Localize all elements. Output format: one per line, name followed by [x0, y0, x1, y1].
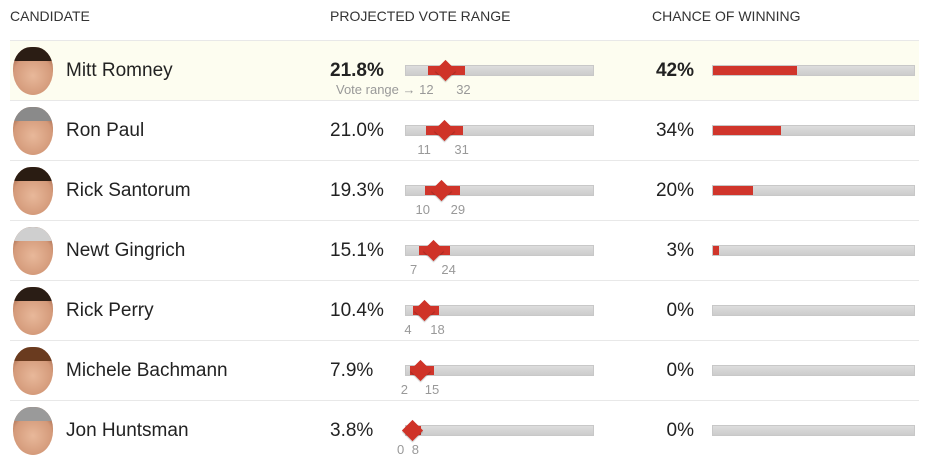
chance-fill — [713, 246, 720, 255]
chance-of-winning: 42% — [655, 60, 694, 81]
range-high: 24 — [441, 262, 456, 277]
candidate-row: Jon Huntsman 3.8% 0 8 0% — [10, 400, 919, 460]
range-high: 8 — [411, 442, 420, 457]
vote-range-bar — [405, 359, 594, 382]
projected-vote: 21.0% — [330, 120, 384, 141]
chance-bar — [712, 425, 915, 436]
projected-vote-marker — [435, 59, 457, 82]
range-high: 31 — [454, 142, 469, 157]
range-low: 2 — [400, 382, 408, 397]
vote-range-label: Vote range → 12 — [336, 82, 434, 97]
chance-bar — [712, 305, 915, 316]
range-high: 29 — [450, 202, 466, 217]
candidate-name: Jon Huntsman — [66, 420, 189, 441]
header-vote-range: PROJECTED VOTE RANGE — [330, 8, 511, 24]
candidate-photo — [13, 287, 53, 335]
projected-vote: 21.8% — [330, 60, 384, 81]
projected-vote-marker — [414, 299, 436, 322]
vote-range-bar — [405, 179, 594, 202]
candidate-photo — [13, 407, 53, 455]
vote-range-bar — [405, 59, 594, 82]
candidate-name: Rick Santorum — [66, 180, 191, 201]
chance-of-winning: 0% — [666, 300, 694, 321]
candidate-name: Mitt Romney — [66, 60, 173, 81]
candidate-photo — [13, 47, 53, 95]
projected-vote: 7.9% — [330, 360, 374, 381]
candidate-row: Ron Paul 21.0% 11 31 34% — [10, 100, 919, 160]
range-low: 7 — [409, 262, 418, 277]
chance-of-winning: 0% — [666, 360, 694, 381]
candidate-name: Ron Paul — [66, 120, 145, 141]
candidate-photo — [13, 167, 53, 215]
range-low: 11 — [417, 142, 431, 157]
chance-fill — [713, 126, 782, 135]
chance-fill — [713, 186, 754, 195]
chance-bar — [712, 185, 915, 196]
range-high: 15 — [424, 382, 440, 397]
projected-vote: 15.1% — [330, 240, 384, 261]
projected-vote: 10.4% — [330, 300, 384, 321]
chance-of-winning: 34% — [655, 120, 694, 141]
header-chance: CHANCE OF WINNING — [652, 8, 801, 24]
candidate-row: Michele Bachmann 7.9% 2 15 0% — [10, 340, 919, 400]
projected-vote-marker — [401, 419, 424, 442]
range-high: 18 — [430, 322, 445, 337]
chance-bar — [712, 125, 915, 136]
projected-vote-marker — [409, 359, 431, 382]
projected-vote-marker — [422, 239, 445, 262]
projected-vote-marker — [430, 179, 452, 202]
candidate-photo — [13, 107, 53, 155]
range-low: 10 — [415, 202, 430, 217]
chance-of-winning: 3% — [666, 240, 694, 261]
range-low: 4 — [404, 322, 412, 337]
chance-of-winning: 0% — [666, 420, 694, 441]
candidate-photo — [13, 347, 53, 395]
range-low: 0 — [397, 442, 405, 457]
projected-vote-marker — [433, 119, 455, 142]
projected-vote: 19.3% — [330, 180, 384, 201]
vote-range-bar — [405, 239, 594, 262]
candidate-row: Newt Gingrich 15.1% 7 24 3% — [10, 220, 919, 280]
candidate-row: Rick Perry 10.4% 4 18 0% — [10, 280, 919, 340]
candidate-photo — [13, 227, 53, 275]
vote-range-bar — [405, 299, 594, 322]
chance-bar — [712, 365, 915, 376]
candidate-row: Mitt Romney 21.8% Vote range → 12 32 42% — [10, 40, 919, 100]
candidate-row: Rick Santorum 19.3% 10 29 20% — [10, 160, 919, 220]
vote-range-bar — [401, 419, 594, 442]
chance-bar — [712, 65, 915, 76]
chance-of-winning: 20% — [655, 180, 694, 201]
vote-range-bar — [405, 119, 594, 142]
chance-bar — [712, 245, 915, 256]
chance-fill — [713, 66, 798, 75]
candidate-name: Newt Gingrich — [66, 240, 186, 261]
candidate-name: Rick Perry — [66, 300, 154, 321]
projected-vote: 3.8% — [330, 420, 374, 441]
candidate-name: Michele Bachmann — [66, 360, 228, 381]
range-high: 32 — [456, 82, 471, 97]
header-candidate: CANDIDATE — [10, 8, 90, 24]
